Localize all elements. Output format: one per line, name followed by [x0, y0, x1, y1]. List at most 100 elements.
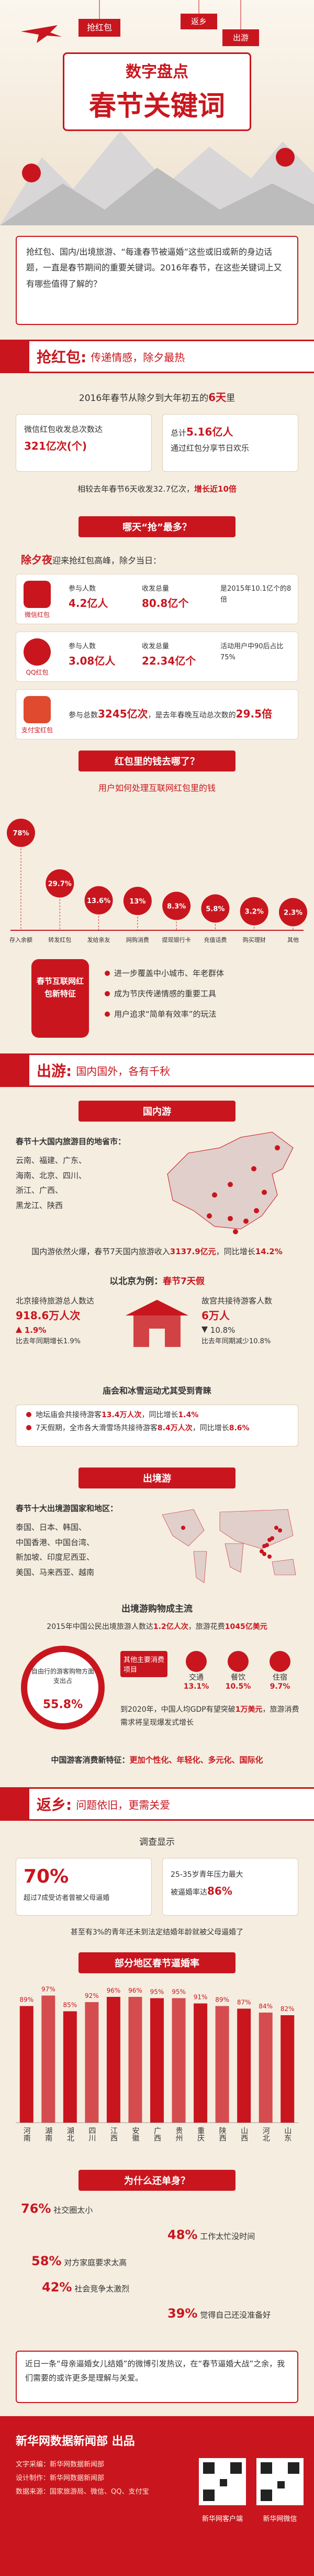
text: ，旅游花费 [188, 1623, 225, 1631]
kicker: 数字盘点 [126, 63, 188, 81]
text: 2015年中国公民出境旅游人数达 [47, 1623, 153, 1631]
top-list: 云南、福建、广东、 海南、北京、四川、 浙江、广西、 黑龙江、陕西 [16, 1153, 141, 1213]
minor: 甚至有3%的青年还未到法定结婚年龄就被父母逼婚了 [70, 1928, 244, 1937]
text: 进一步覆盖中小城市、年老群体 [114, 969, 225, 978]
value-label: 87% [237, 1999, 251, 2006]
text: 国内游依然火爆，春节7天国内旅游收入 [31, 1247, 170, 1256]
china-map [167, 1132, 294, 1234]
text: 浙江、广西、 [16, 1186, 63, 1195]
section-subtitle: 问题依旧，更需关爱 [76, 1798, 171, 1811]
highlight: 14.2% [255, 1247, 283, 1256]
text: 社会竞争太激烈 [74, 2284, 130, 2294]
text: 里 [226, 393, 236, 404]
category-label: 安徽 [131, 2127, 139, 2142]
text: 成为节庆传递情感的重要工具 [114, 989, 217, 998]
up-arrow [16, 1327, 22, 1333]
dot [201, 894, 230, 923]
text: 通过红包分享节日欢乐 [171, 443, 250, 453]
value-label: 29.7% [48, 881, 72, 888]
tag: 出游 [222, 29, 259, 46]
ribbon: 为什么还单身？ [78, 2170, 236, 2191]
value-label: 13% [129, 898, 145, 906]
bar [215, 2006, 229, 2123]
highlight: 3137.9亿元 [170, 1247, 216, 1256]
highlight: 8.6% [229, 1424, 250, 1433]
bar [63, 2011, 77, 2123]
fair-list: 地坛庙会共接待游客13.4万人次，同比增长1.4% 7天假期，全市各大滑雪场共接… [26, 1409, 293, 1435]
value-label: 89% [19, 1996, 33, 2004]
value-label: 13.6% [87, 897, 110, 905]
section-title: 返乡: [37, 1796, 72, 1813]
text: 觉得自己还没准备好 [200, 2310, 271, 2320]
pressure-text: 超过7成受访者曾被父母逼婚 [24, 1894, 110, 1902]
producer: 新华网数据新闻部 出品 [16, 2435, 135, 2448]
platform-name: QQ红包 [26, 669, 49, 676]
highlight: 6万人 [201, 1309, 230, 1322]
spend-name: 住宿 [273, 1673, 287, 1682]
bar [41, 1995, 55, 2123]
section-mark [0, 1053, 29, 1087]
spend: 交通 13.1% [178, 1651, 215, 1691]
text: 美国、马来西亚、越南 [16, 1567, 95, 1577]
ribbon: 哪天“抢”最多？ [78, 516, 236, 537]
why-item: 48% 工作太忙没时间 [167, 2227, 255, 2242]
stat: 微信红包收发总次数达 321亿次(个) [24, 422, 144, 455]
note: 是2015年10.1亿个的8倍 [220, 585, 291, 604]
text: 迎来抢红包高峰，除夕当日： [52, 556, 162, 566]
label: 收发总量 [142, 643, 170, 650]
compare: 相较去年春节6天收发32.7亿次，增长近10倍 [0, 482, 314, 496]
value-label: 5.8% [206, 905, 225, 913]
bar [172, 1998, 186, 2123]
category-label: 江西 [109, 2127, 118, 2142]
category-label: 转发红包 [48, 936, 71, 943]
free-value: 55.8% [31, 1698, 94, 1711]
section-title: 抢红包: [37, 349, 87, 366]
free-label: 自由行的游客购物方面支出占 [31, 1668, 95, 1684]
category-label: 山东 [283, 2127, 291, 2142]
dot [7, 819, 35, 847]
value-label: 96% [128, 1987, 142, 1994]
why-list: 76% 社交圈太小 48% 工作太忙没时间 58% 对方家庭要求太高 42% 社… [10, 2201, 304, 2343]
value-label: 89% [215, 1996, 229, 2004]
highlight: 55.8% [42, 1698, 83, 1711]
spend-name: 交通 [189, 1673, 204, 1682]
category-label: 发给亲友 [87, 936, 110, 943]
label: 参与人数 [69, 643, 96, 650]
highlight: 3245亿次 [98, 708, 148, 720]
top-title: 春节十大国内旅游目的地省市： [16, 1137, 126, 1146]
cell: 是2015年10.1亿个的8倍 [220, 584, 294, 606]
label: 北京接待旅游总人数达 [16, 1296, 95, 1306]
ribbon: 红包里的钱去哪了？ [78, 751, 236, 771]
cell: 收发总量 80.8亿个 [142, 584, 188, 612]
highlight: 1万美元 [235, 1705, 263, 1714]
stat-card [16, 1858, 152, 1916]
category-label: 河南 [23, 2127, 31, 2142]
stat-card [16, 414, 152, 472]
qr-codes [199, 2458, 304, 2505]
spend-value: 13.1% [183, 1682, 209, 1691]
feature: 成为节庆传递情感的重要工具 [105, 984, 304, 1004]
text: 泰国、日本、韩国、 [16, 1523, 87, 1532]
text: ，同比增长 [216, 1247, 255, 1256]
chart-title: 用户如何处理互联网红包里的钱 [98, 783, 216, 793]
platform-row: QQ红包 参与人数 3.08亿人 收发总量 22.34亿个 活动用户中90后占比75… [16, 632, 298, 682]
lantern [22, 164, 41, 182]
platform-name: 微信红包 [24, 611, 50, 618]
text: 社交圈太小 [53, 2205, 93, 2215]
credit: 数据来源：国家旅游局、微信、QQ、支付宝 [16, 2488, 149, 2496]
category-label: 充值话费 [204, 936, 227, 943]
mountains [0, 168, 314, 225]
highlight: 1.2亿人次 [153, 1623, 188, 1631]
change: 1.9% [16, 1324, 120, 1336]
header-art [0, 0, 314, 225]
category-label: 四川 [87, 2127, 96, 2142]
rate-chart: 89% 河南 97% 湖南 85% 湖北 92% 四川 96% 江西 96% 安徽 95% 广西 95% 贵州… [16, 1986, 298, 2142]
pct: 42% [42, 2280, 72, 2295]
category-label: 购买理财 [243, 936, 266, 943]
category-label: 湖北 [66, 2127, 74, 2142]
bullet [105, 971, 110, 976]
cell: 参与总数3245亿次，是去年春晚互动总次数的29.5倍 [69, 705, 294, 722]
credit: 文字采编：新华网数据新闻部 [16, 2461, 105, 2469]
intro-box [16, 236, 298, 325]
bar [194, 2003, 208, 2123]
